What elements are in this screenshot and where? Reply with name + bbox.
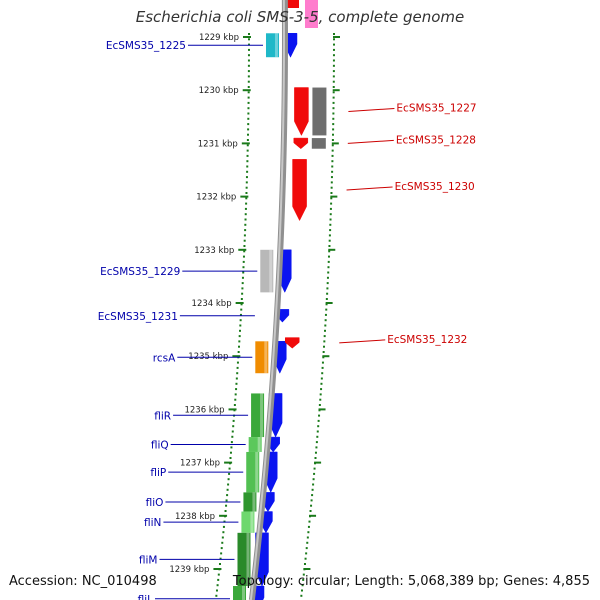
backbone-arc-highlight (249, 0, 286, 600)
flin-cog-highlight (250, 511, 254, 533)
ruler-tick-label: 1230 kbp (199, 86, 239, 96)
ecsms35-1229-cog-highlight (269, 249, 273, 293)
gene-labels: EcSMS35_1225 EcSMS35_1229 EcSMS35_1231 rcsA… (98, 40, 477, 600)
flin-cog-block (241, 511, 255, 533)
ruler-tick-label: 1231 kbp (198, 139, 238, 149)
ruler-tick-label: 1232 kbp (196, 193, 236, 203)
flip-label: fliP (150, 467, 166, 479)
fliq-label: fliQ (151, 440, 169, 452)
rcsa-label: rcsA (153, 352, 176, 364)
ruler-tick-label: 1237 kbp (180, 459, 220, 469)
map-title: Escherichia coli SMS-3-5, complete genom… (135, 8, 465, 26)
flin-label: fliN (144, 517, 161, 529)
flim-cog-highlight (246, 532, 250, 587)
flip-cog-block (246, 451, 260, 493)
flir-label: fliR (154, 410, 171, 422)
flil-cog-highlight (242, 586, 246, 600)
flim-cog-block (237, 532, 251, 587)
flio-cog-block (243, 492, 257, 512)
flip-cog-highlight (255, 451, 259, 493)
genome-summary: Topology: circular; Length: 5,068,389 bp… (232, 574, 590, 589)
fliq-cog-highlight (257, 437, 261, 452)
ecsms35-1227-leader (348, 107, 395, 112)
ruler-tick-label: 1229 kbp (199, 33, 239, 43)
ecsms35-1225-cog-highlight (274, 33, 278, 58)
partial-gene-top (304, 0, 318, 28)
flio-label: fliO (146, 497, 164, 509)
rcsa-cog-highlight (264, 341, 268, 374)
ecsms35-1232-label: EcSMS35_1232 (387, 334, 467, 346)
ecsms35-1232-cds-arrow (284, 337, 300, 349)
ecsms35-1228-leader (347, 139, 394, 144)
ecsms35-1230-cds-arrow (292, 159, 307, 222)
flil-cog-block (233, 586, 247, 600)
ecsms35-1231-label: EcSMS35_1231 (98, 311, 178, 323)
ecsms35-1225-cog-block (265, 33, 279, 58)
ruler-ticks: 1229 kbp 1230 kbp 1231 kbp 1232 kbp 1233 kbp… (169, 33, 340, 597)
flio-cog-highlight (252, 492, 256, 512)
ecsms35-1228-label: EcSMS35_1228 (396, 134, 476, 146)
ecsms35-1229-label: EcSMS35_1229 (100, 266, 180, 278)
ecsms35-1227-cds-arrow (294, 87, 309, 136)
ecsms35-1227-cog-block (312, 87, 327, 136)
ruler-tick-label: 1238 kbp (175, 512, 215, 522)
ecsms35-1228-cds-arrow (293, 137, 309, 150)
ruler-tick-label: 1233 kbp (194, 246, 234, 256)
fliq-cog-block (248, 437, 262, 452)
ecsms35-1230-leader (346, 186, 393, 191)
ecsms35-1230-label: EcSMS35_1230 (395, 181, 475, 193)
flil-label: fliL (138, 594, 154, 600)
ruler-tick-label: 1239 kbp (169, 565, 209, 575)
ecsms35-1227-label: EcSMS35_1227 (396, 102, 476, 114)
flim-label: fliM (139, 554, 158, 566)
partial-gene-top-red (286, 0, 299, 8)
ecsms35-1225-label: EcSMS35_1225 (106, 40, 186, 52)
ecsms35-1232-leader (339, 339, 386, 344)
flir-cog-block (251, 393, 265, 438)
ruler-tick-label: 1234 kbp (192, 299, 232, 309)
rcsa-cog-block (255, 341, 269, 374)
ecsms35-1228-cog-block (311, 138, 326, 149)
genome-backbone (248, 0, 289, 600)
flir-cog-highlight (260, 393, 264, 438)
accession-label: Accession: NC_010498 (9, 574, 157, 589)
ecsms35-1229-cog-block (260, 249, 274, 293)
gene-tracks (233, 0, 327, 600)
ruler-tick-label: 1236 kbp (184, 405, 224, 415)
